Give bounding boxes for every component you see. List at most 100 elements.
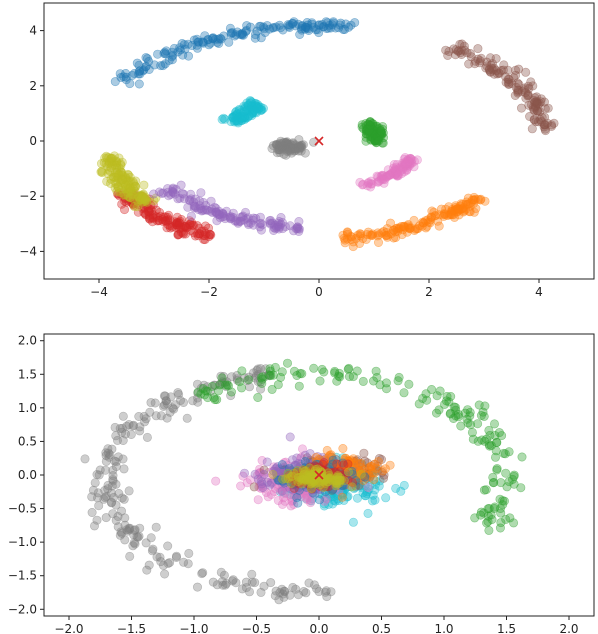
data-point	[125, 523, 135, 533]
data-point	[465, 48, 475, 58]
top-series-5	[149, 180, 304, 236]
data-point	[270, 362, 280, 372]
data-point	[280, 496, 290, 506]
data-point	[277, 367, 287, 377]
data-point	[193, 582, 203, 592]
data-point	[517, 452, 527, 462]
x-tick-label: 4	[535, 285, 543, 299]
x-tick-label: −2.0	[54, 622, 83, 634]
data-point	[258, 104, 268, 114]
data-point	[206, 38, 216, 48]
x-tick-label: 0.0	[309, 622, 328, 634]
data-point	[502, 482, 512, 492]
data-point	[467, 427, 477, 437]
data-point	[365, 120, 375, 130]
data-point	[167, 47, 177, 57]
data-point	[434, 405, 444, 415]
data-point	[489, 63, 499, 73]
data-point	[278, 25, 288, 35]
data-point	[174, 218, 184, 228]
data-point	[435, 386, 445, 396]
data-point	[319, 367, 329, 377]
x-tick-label: 1.0	[434, 622, 453, 634]
data-point	[277, 460, 287, 470]
data-point	[418, 393, 428, 403]
data-point	[365, 464, 375, 474]
x-tick-label: 0	[315, 285, 323, 299]
data-point	[309, 363, 319, 373]
data-point	[142, 565, 152, 575]
data-point	[184, 548, 194, 558]
data-point	[129, 202, 139, 212]
data-point	[216, 371, 226, 381]
data-point	[302, 490, 312, 500]
data-point	[509, 518, 519, 528]
data-point	[230, 31, 240, 41]
data-point	[214, 386, 224, 396]
bottom-ticks-layer: −2.0 −1.5 −1.0 −0.5 0.0 0.5 1.0 1.5 2.0 −2.0 −1.5 −…	[8, 334, 579, 634]
data-point	[236, 212, 246, 222]
data-point	[252, 103, 262, 113]
y-tick-label: −1.5	[8, 569, 37, 583]
data-point	[87, 508, 97, 518]
data-point	[429, 207, 439, 217]
data-point	[144, 214, 154, 224]
data-point	[253, 393, 263, 403]
x-tick-label: −4	[90, 285, 108, 299]
data-point	[335, 20, 345, 30]
data-point	[319, 501, 329, 511]
data-point	[182, 413, 192, 423]
data-point	[474, 400, 484, 410]
data-point	[321, 586, 331, 596]
data-point	[156, 411, 166, 421]
data-point	[301, 588, 311, 598]
data-point	[509, 470, 519, 480]
data-point	[108, 471, 118, 481]
data-point	[453, 412, 463, 422]
data-point	[251, 30, 261, 40]
data-point	[476, 510, 486, 520]
data-point	[501, 77, 511, 87]
y-tick-label: −0.5	[8, 502, 37, 516]
data-point	[238, 471, 248, 481]
data-point	[311, 25, 321, 35]
data-point	[242, 25, 252, 35]
data-point	[482, 518, 492, 528]
data-point	[144, 56, 154, 66]
data-point	[165, 407, 175, 417]
data-point	[492, 464, 502, 474]
data-point	[479, 411, 489, 421]
y-tick-label: 0.5	[18, 434, 37, 448]
data-point	[163, 559, 173, 569]
data-point	[326, 23, 336, 33]
data-point	[332, 479, 342, 489]
data-point	[148, 213, 158, 223]
data-point	[476, 194, 486, 204]
data-point	[239, 107, 249, 117]
data-point	[391, 483, 401, 493]
data-point	[356, 469, 366, 479]
data-point	[168, 50, 178, 60]
data-point	[242, 106, 252, 116]
data-point	[266, 578, 276, 588]
data-point	[480, 401, 490, 411]
data-point	[343, 459, 353, 469]
data-point	[529, 115, 539, 125]
data-point	[382, 232, 392, 242]
data-point	[344, 363, 354, 373]
top-series-6	[217, 96, 268, 128]
data-point	[297, 369, 307, 379]
data-point	[501, 468, 511, 478]
data-point	[465, 407, 475, 417]
x-tick-label: 1.5	[497, 622, 516, 634]
data-point	[125, 551, 135, 561]
data-point	[516, 483, 526, 493]
data-point	[222, 380, 232, 390]
data-point	[483, 504, 493, 514]
data-point	[334, 496, 344, 506]
data-point	[108, 476, 118, 486]
data-point	[391, 168, 401, 178]
data-point	[444, 202, 454, 212]
data-point	[133, 202, 143, 212]
data-point	[250, 469, 260, 479]
